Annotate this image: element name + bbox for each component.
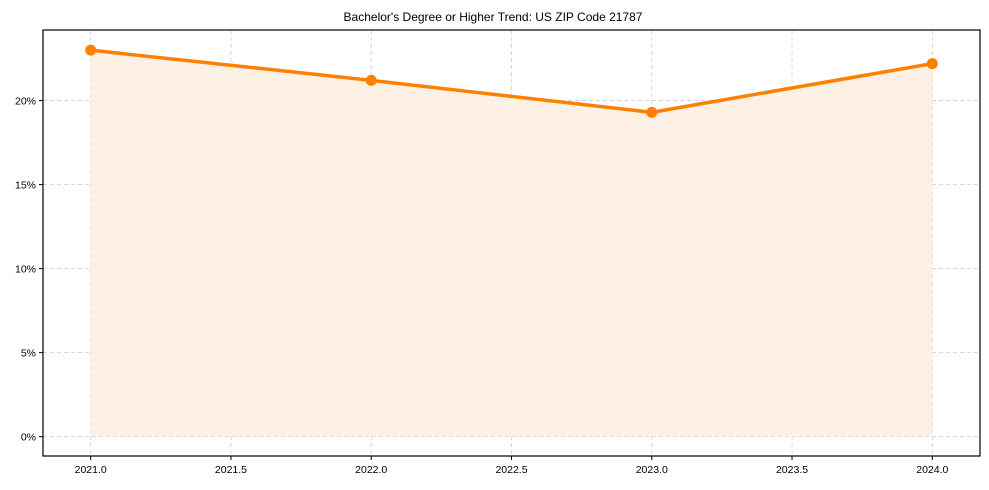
x-tick-label: 2024.0: [916, 464, 948, 476]
x-tick-label: 2023.0: [636, 464, 668, 476]
data-point-marker: [365, 74, 377, 86]
area-fill-shape: [90, 50, 933, 437]
data-points: [85, 44, 938, 118]
x-tick-label: 2023.5: [776, 464, 808, 476]
area-fill: [90, 50, 933, 437]
data-point-marker: [85, 44, 97, 56]
data-line: [90, 48, 933, 115]
y-tick-label: 0%: [21, 432, 36, 444]
data-point-marker: [926, 58, 938, 70]
series-line: [90, 48, 933, 115]
x-tick-label: 2022.5: [495, 464, 527, 476]
data-point-marker: [646, 106, 658, 118]
y-tick-label: 10%: [15, 264, 36, 276]
x-axis-ticks: 2021.0 2021.5 2022.0 2022.5 2023.0 2023.5 2024…: [75, 456, 949, 476]
chart-title: Bachelor's Degree or Higher Trend: US ZI…: [344, 10, 643, 24]
x-tick-label: 2021.5: [215, 464, 247, 476]
y-axis-ticks: 0% 5% 10% 15% 20%: [15, 96, 43, 444]
x-tick-label: 2022.0: [355, 464, 387, 476]
y-tick-label: 5%: [21, 348, 36, 360]
y-tick-label: 15%: [15, 180, 36, 192]
y-tick-label: 20%: [15, 96, 36, 108]
x-tick-label: 2021.0: [75, 464, 107, 476]
